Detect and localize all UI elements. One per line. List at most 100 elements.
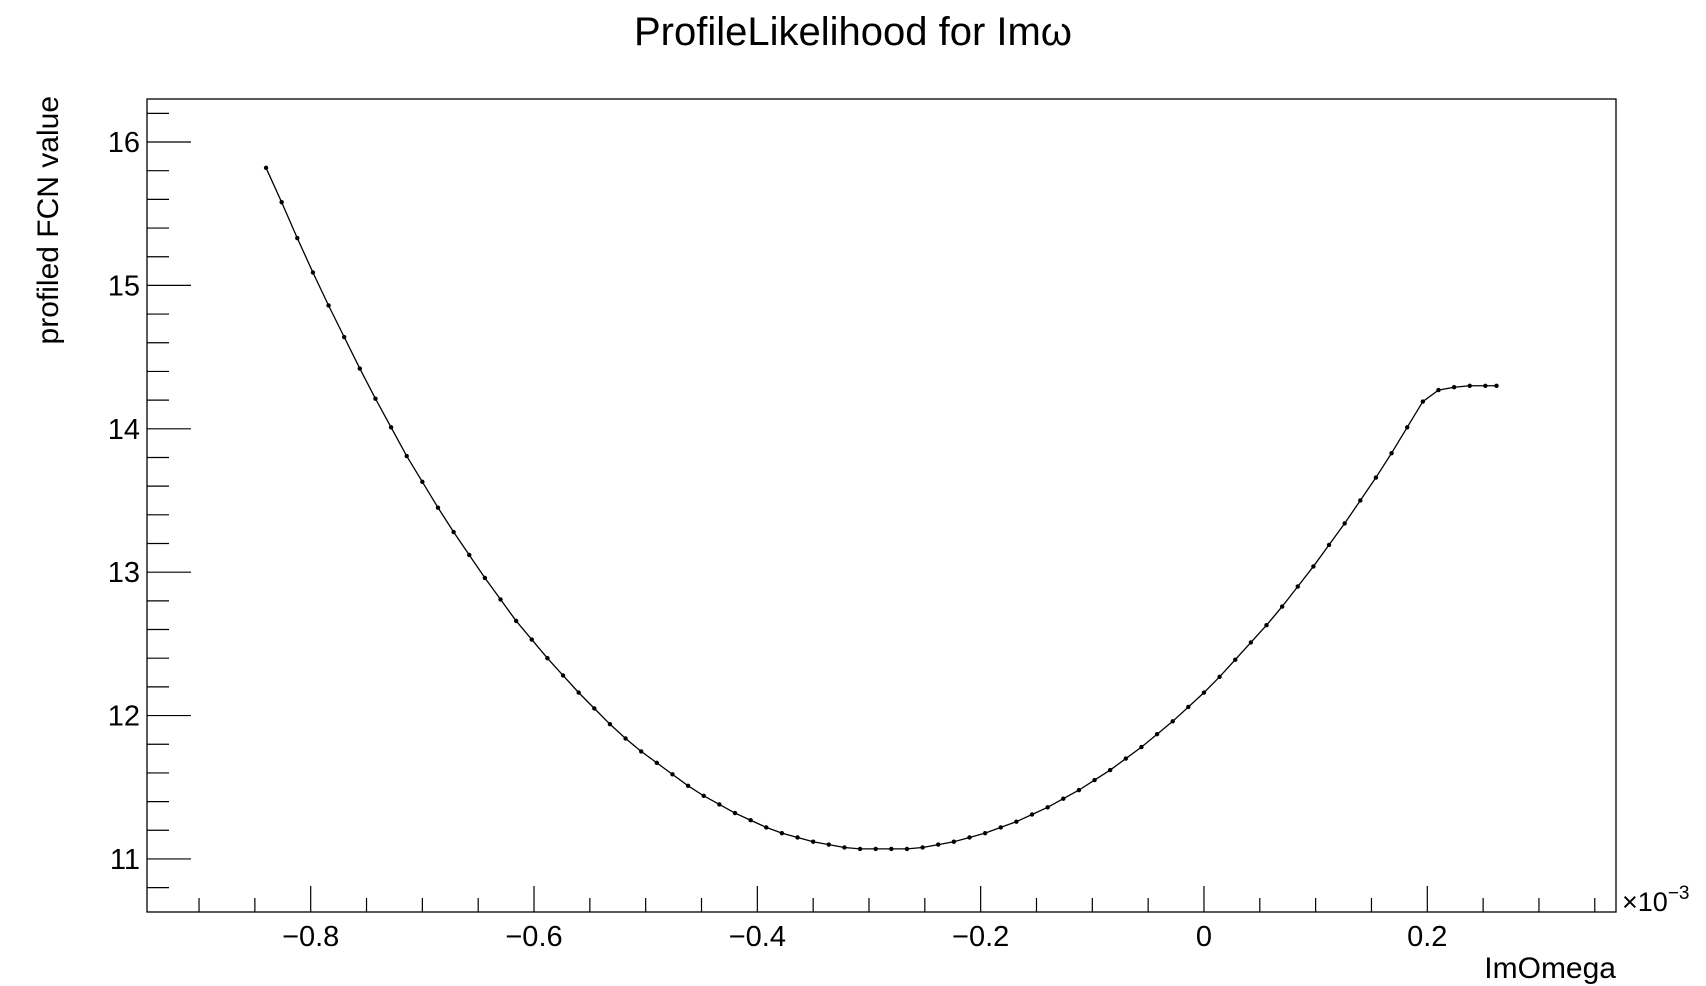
data-point (764, 825, 769, 830)
x-tick-label: −0.8 (282, 921, 339, 953)
data-point (279, 200, 284, 205)
data-point (467, 552, 472, 558)
data-point (326, 303, 331, 308)
data-point (842, 845, 847, 850)
data-point (341, 334, 347, 340)
data-point (545, 656, 550, 661)
data-point (1295, 584, 1300, 589)
data-point (1061, 796, 1066, 801)
data-point (639, 749, 644, 754)
data-point (498, 597, 503, 602)
data-point (1233, 657, 1238, 662)
data-point (1451, 385, 1457, 390)
data-point (717, 802, 722, 807)
data-point (654, 760, 660, 766)
x-tick-labels: −0.8 −0.6 −0.4 −0.2 0 0.2 (282, 921, 1447, 953)
data-point (1139, 744, 1144, 750)
data-point (1014, 819, 1019, 824)
data-point (998, 825, 1003, 830)
data-point (1201, 690, 1207, 695)
data-point (310, 270, 316, 275)
x-axis-label: ImOmega (1484, 952, 1616, 985)
data-point (1264, 623, 1269, 628)
data-point (607, 721, 613, 727)
y-tick-label: 16 (108, 127, 140, 159)
data-point (623, 736, 628, 741)
x-axis (198, 886, 1596, 912)
data-point (263, 165, 269, 171)
y-tick-label: 12 (108, 701, 140, 733)
data-point (1405, 425, 1410, 430)
x-tick-label: 0.2 (1407, 921, 1447, 953)
data-point (1107, 767, 1113, 773)
data-point (373, 396, 378, 401)
data-point (670, 772, 675, 777)
data-point (920, 845, 925, 850)
data-point (1326, 542, 1332, 548)
data-point (1373, 475, 1379, 480)
data-point (1483, 383, 1488, 388)
x-multiplier-exponent: −3 (1668, 883, 1690, 904)
data-point (295, 235, 300, 241)
data-point (826, 842, 831, 847)
data-point (857, 846, 863, 852)
data-point (357, 366, 363, 371)
data-point (1311, 564, 1316, 569)
y-tick-label: 13 (108, 557, 140, 589)
data-point (1279, 604, 1285, 609)
x-tick-label: −0.4 (729, 921, 786, 953)
data-point (1170, 719, 1175, 724)
data-point (1248, 640, 1254, 645)
data-point (873, 846, 878, 852)
data-point (420, 479, 425, 485)
data-point (1342, 521, 1347, 526)
data-point (529, 637, 534, 642)
chart-title: ProfileLikelihood for Imω (634, 10, 1072, 54)
data-point (435, 505, 441, 510)
y-tick-label: 15 (108, 270, 140, 302)
data-point (795, 835, 800, 840)
data-point (513, 618, 519, 624)
y-tick-labels: 11 12 13 14 15 16 (108, 127, 140, 876)
data-point (748, 818, 753, 823)
data-point (404, 453, 409, 459)
data-point (936, 842, 941, 847)
data-point (482, 575, 488, 581)
data-point (982, 830, 988, 836)
data-point (810, 839, 816, 844)
data-point (1358, 498, 1363, 503)
data-point (1186, 704, 1191, 710)
x-tick-label: −0.6 (505, 921, 562, 953)
y-tick-label: 14 (108, 414, 140, 446)
data-point (1389, 450, 1394, 456)
data-point (1076, 787, 1082, 793)
data-point (451, 529, 456, 535)
data-point (779, 830, 785, 836)
data-point (576, 690, 581, 695)
plot-frame (146, 98, 1617, 913)
data-point (889, 846, 894, 852)
data-point (732, 810, 738, 816)
data-point (951, 839, 957, 844)
data-point (904, 846, 910, 852)
series-points (263, 165, 1499, 852)
data-point (1092, 777, 1097, 783)
x-multiplier-base: ×10 (1622, 887, 1668, 917)
y-tick-label: 11 (110, 844, 140, 876)
data-point (1467, 383, 1472, 388)
data-point (1217, 674, 1222, 680)
y-axis (147, 112, 191, 889)
x-tick-label: 0 (1196, 921, 1212, 953)
data-point (967, 835, 972, 840)
data-point (1029, 812, 1035, 817)
data-point (701, 793, 706, 799)
data-point (560, 673, 566, 678)
data-point (1045, 805, 1050, 810)
x-tick-label: −0.2 (952, 921, 1009, 953)
data-point (1494, 383, 1499, 388)
x-axis-multiplier: ×10−3 (1622, 883, 1689, 917)
data-point (1420, 399, 1426, 404)
data-point (388, 425, 394, 430)
data-point (592, 706, 597, 711)
